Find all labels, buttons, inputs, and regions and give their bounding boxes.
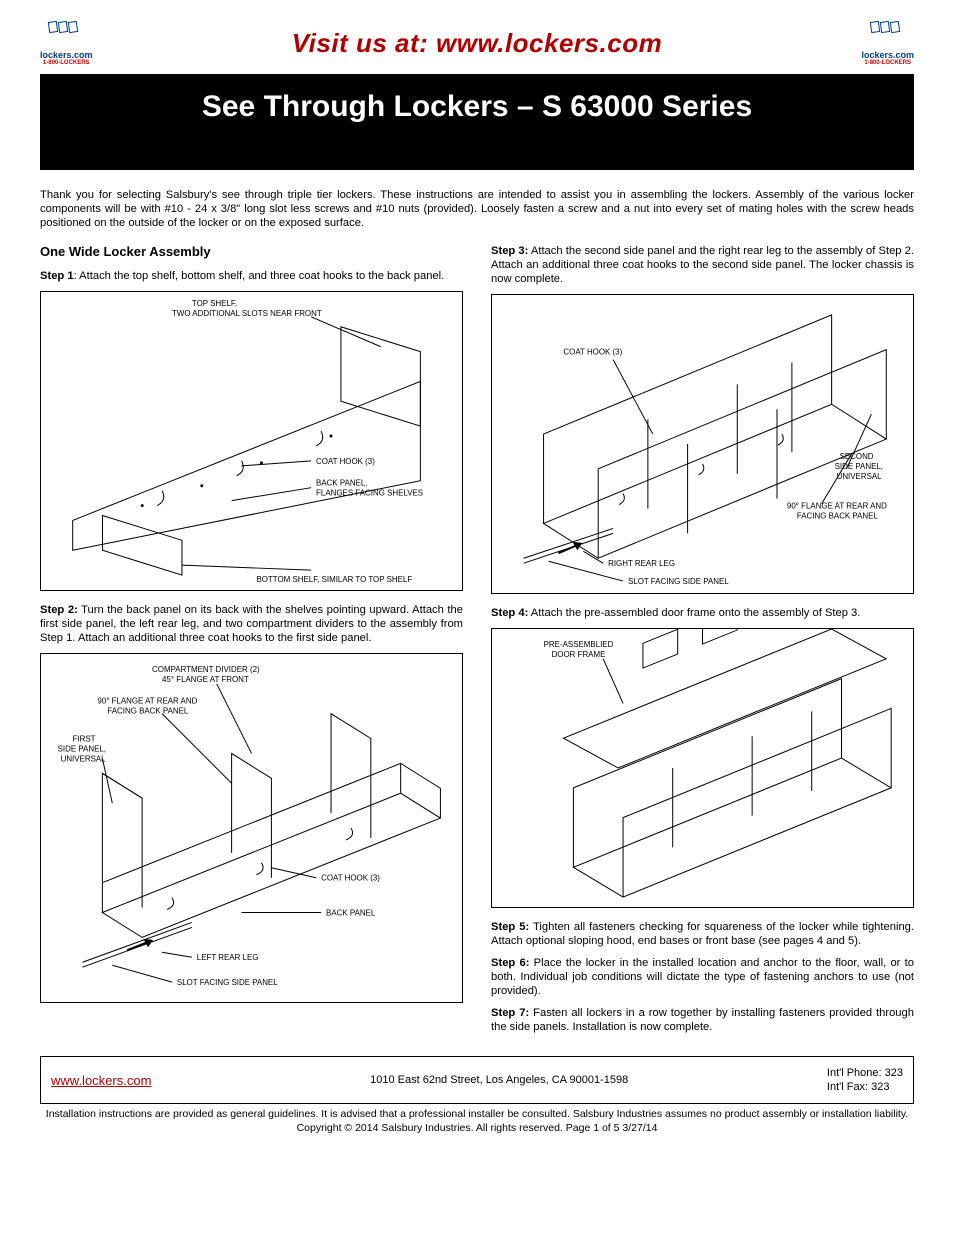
step-4: Step 4: Attach the pre-assembled door fr… [491, 606, 914, 620]
fig-label: COAT HOOK (3) [563, 348, 622, 357]
address-text: 1010 East 62nd Street, Los Angeles, CA 9… [370, 1074, 628, 1086]
svg-text:BACK PANEL,FLANGES FACING SHEL: BACK PANEL,FLANGES FACING SHELVES [316, 479, 423, 498]
svg-text:COMPARTMENT DIVIDER (2)45° FLA: COMPARTMENT DIVIDER (2)45° FLANGE AT FRO… [152, 665, 260, 684]
step-text: Place the locker in the installed locati… [491, 957, 914, 997]
fig-label: COAT HOOK (3) [316, 457, 375, 466]
svg-text:FIRSTSIDE PANEL,UNIVERSAL: FIRSTSIDE PANEL,UNIVERSAL [58, 734, 107, 763]
visit-headline: Visit us at: www.lockers.com [292, 28, 662, 59]
figure-3: COAT HOOK (3) SECONDSIDE PANEL,UNIVERSAL… [491, 294, 914, 594]
right-column: Step 3: Attach the second side panel and… [491, 244, 914, 1042]
fig-label: LEFT REAR LEG [197, 953, 259, 962]
step-2: Step 2: Turn the back panel on its back … [40, 603, 463, 645]
step-text: Attach the pre-assembled door frame onto… [528, 607, 860, 619]
disclaimer-line-1: Installation instructions are provided a… [40, 1108, 914, 1122]
svg-text:SECONDSIDE PANEL,UNIVERSAL: SECONDSIDE PANEL,UNIVERSAL [835, 452, 883, 481]
intro-paragraph: Thank you for selecting Salsbury's see t… [40, 188, 914, 230]
fig-label: SLOT FACING SIDE PANEL [628, 577, 729, 586]
figure-4: PRE-ASSEMBLIEDDOOR FRAME [491, 628, 914, 908]
fig-label: COAT HOOK (3) [321, 874, 380, 883]
step-3: Step 3: Attach the second side panel and… [491, 244, 914, 286]
step-label: Step 5: [491, 921, 529, 933]
logo-right: lockers.com 1-800-LOCKERS [861, 20, 914, 66]
logo-sub: 1-800-LOCKERS [43, 60, 90, 66]
left-column: One Wide Locker Assembly Step 1: Attach … [40, 244, 463, 1042]
step-text: Fasten all lockers in a row together by … [491, 1007, 914, 1033]
step-5: Step 5: Tighten all fasteners checking f… [491, 920, 914, 948]
step-text: Tighten all fasteners checking for squar… [491, 921, 914, 947]
step-label: Step 4: [491, 607, 528, 619]
svg-text:TOP SHELF,TWO ADDITIONAL SLOTS: TOP SHELF,TWO ADDITIONAL SLOTS NEAR FRON… [172, 299, 322, 318]
footer-contact: Int'l Phone: 323 Int'l Fax: 323 [827, 1066, 903, 1095]
footer-bar: www.lockers.com 1010 East 62nd Street, L… [40, 1056, 914, 1104]
step-6: Step 6: Place the locker in the installe… [491, 956, 914, 998]
figure-2: COMPARTMENT DIVIDER (2)45° FLANGE AT FRO… [40, 653, 463, 1003]
section-heading: One Wide Locker Assembly [40, 244, 463, 259]
step-label: Step 7: [491, 1007, 529, 1019]
step-label: Step 1 [40, 270, 74, 282]
svg-text:90° FLANGE AT REAR ANDFACING B: 90° FLANGE AT REAR ANDFACING BACK PANEL [787, 502, 887, 521]
footer-address: 1010 East 62nd Street, Los Angeles, CA 9… [171, 1074, 826, 1086]
step-label: Step 3: [491, 245, 528, 257]
step-label: Step 6: [491, 957, 529, 969]
page-header: lockers.com 1-800-LOCKERS Visit us at: w… [40, 20, 914, 66]
step-1: Step 1: Attach the top shelf, bottom she… [40, 269, 463, 283]
step-label: Step 2: [40, 604, 78, 616]
fig-label: RIGHT REAR LEG [608, 559, 675, 568]
footer-url[interactable]: www.lockers.com [51, 1073, 171, 1088]
logo-sub: 1-800-LOCKERS [864, 60, 911, 66]
logo-left: lockers.com 1-800-LOCKERS [40, 20, 93, 66]
fig-label: BOTTOM SHELF, SIMILAR TO TOP SHELF [256, 575, 412, 584]
fig-label: BACK PANEL [326, 908, 376, 917]
step-text: Attach the second side panel and the rig… [491, 245, 914, 285]
intl-fax: Int'l Fax: 323 [827, 1080, 903, 1094]
logo-text: lockers.com [861, 50, 914, 60]
disclaimer: Installation instructions are provided a… [40, 1108, 914, 1135]
step-text: : Attach the top shelf, bottom shelf, an… [74, 270, 445, 282]
intl-phone: Int'l Phone: 323 [827, 1066, 903, 1080]
logo-text: lockers.com [40, 50, 93, 60]
fig-label: SLOT FACING SIDE PANEL [177, 978, 278, 987]
step-7: Step 7: Fasten all lockers in a row toge… [491, 1006, 914, 1034]
figure-1: TOP SHELF,TWO ADDITIONAL SLOTS NEAR FRON… [40, 291, 463, 591]
title-band: See Through Lockers – S 63000 Series [40, 74, 914, 170]
svg-text:90° FLANGE AT REAR ANDFACING B: 90° FLANGE AT REAR ANDFACING BACK PANEL [97, 697, 197, 716]
svg-text:PRE-ASSEMBLIEDDOOR FRAME: PRE-ASSEMBLIEDDOOR FRAME [544, 640, 614, 659]
disclaimer-line-2: Copyright © 2014 Salsbury Industries. Al… [40, 1122, 914, 1136]
step-text: Turn the back panel on its back with the… [40, 604, 463, 644]
fig-label: TOP SHELF, [192, 299, 237, 308]
